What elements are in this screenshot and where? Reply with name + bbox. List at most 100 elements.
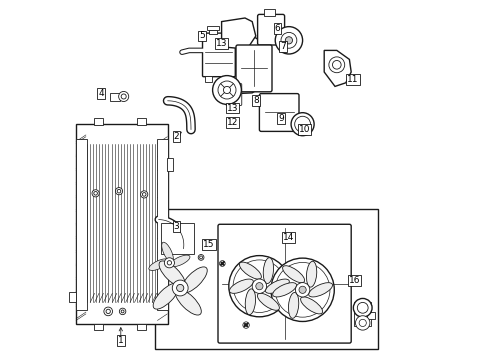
Circle shape — [252, 279, 267, 293]
Bar — [368, 312, 374, 319]
Bar — [354, 302, 371, 326]
Polygon shape — [324, 50, 351, 86]
FancyBboxPatch shape — [226, 84, 242, 105]
Bar — [167, 158, 173, 171]
FancyBboxPatch shape — [258, 14, 285, 45]
Circle shape — [299, 286, 306, 293]
Circle shape — [329, 57, 345, 73]
Text: 4: 4 — [98, 89, 104, 98]
Bar — [264, 9, 274, 16]
Circle shape — [167, 261, 171, 265]
Ellipse shape — [166, 264, 177, 283]
Ellipse shape — [149, 259, 169, 270]
Text: 2: 2 — [174, 132, 179, 141]
Circle shape — [116, 188, 122, 195]
Bar — [94, 324, 103, 330]
Ellipse shape — [263, 258, 273, 284]
Polygon shape — [237, 38, 269, 94]
FancyBboxPatch shape — [202, 33, 235, 77]
Circle shape — [121, 94, 126, 99]
Circle shape — [119, 91, 129, 102]
Circle shape — [357, 302, 368, 313]
Text: 12: 12 — [227, 118, 238, 127]
Circle shape — [172, 280, 188, 296]
Bar — [162, 223, 194, 254]
Text: 3: 3 — [174, 222, 179, 231]
Circle shape — [92, 190, 99, 197]
Circle shape — [356, 316, 370, 330]
Circle shape — [106, 309, 110, 314]
Ellipse shape — [272, 283, 296, 297]
Text: 16: 16 — [349, 276, 361, 285]
Circle shape — [143, 193, 146, 196]
Ellipse shape — [309, 283, 333, 297]
Circle shape — [218, 81, 236, 99]
Text: 11: 11 — [347, 75, 359, 84]
Text: 13: 13 — [216, 39, 227, 48]
Ellipse shape — [306, 261, 317, 287]
Polygon shape — [221, 18, 256, 49]
Circle shape — [256, 283, 263, 290]
Bar — [110, 93, 120, 101]
Circle shape — [117, 189, 121, 193]
Text: 7: 7 — [280, 42, 286, 51]
Ellipse shape — [289, 292, 299, 318]
Bar — [69, 292, 76, 302]
Text: 8: 8 — [253, 96, 259, 105]
Text: 10: 10 — [298, 125, 310, 134]
Circle shape — [120, 308, 126, 315]
Circle shape — [285, 37, 293, 44]
Circle shape — [281, 32, 297, 48]
Ellipse shape — [229, 279, 253, 293]
Ellipse shape — [257, 293, 279, 310]
Circle shape — [121, 310, 124, 313]
Bar — [157, 139, 168, 310]
Bar — [76, 139, 87, 310]
Bar — [94, 118, 103, 125]
Circle shape — [104, 307, 113, 316]
Circle shape — [275, 27, 303, 54]
Circle shape — [333, 60, 341, 69]
Ellipse shape — [245, 289, 256, 315]
Circle shape — [164, 258, 174, 268]
Circle shape — [353, 298, 372, 317]
Ellipse shape — [175, 289, 201, 315]
FancyBboxPatch shape — [259, 94, 299, 131]
Text: 5: 5 — [199, 31, 205, 40]
Bar — [207, 26, 219, 30]
Circle shape — [198, 255, 204, 260]
Text: 14: 14 — [283, 233, 294, 242]
Text: 9: 9 — [278, 114, 284, 123]
Ellipse shape — [300, 297, 322, 314]
Circle shape — [275, 262, 330, 317]
Circle shape — [243, 322, 249, 328]
Text: 13: 13 — [227, 104, 238, 112]
Circle shape — [141, 191, 148, 198]
Text: 6: 6 — [274, 24, 280, 33]
Circle shape — [359, 319, 367, 327]
Bar — [76, 124, 168, 324]
Circle shape — [294, 116, 311, 132]
Circle shape — [233, 260, 286, 312]
Text: 15: 15 — [203, 240, 215, 249]
Ellipse shape — [162, 242, 173, 262]
Text: 1: 1 — [118, 336, 123, 345]
Circle shape — [291, 113, 314, 136]
Ellipse shape — [266, 279, 289, 293]
Bar — [137, 324, 146, 330]
Circle shape — [220, 261, 225, 266]
Circle shape — [295, 283, 310, 297]
FancyBboxPatch shape — [236, 45, 272, 92]
Bar — [209, 30, 217, 34]
Ellipse shape — [170, 255, 190, 267]
Ellipse shape — [153, 283, 179, 309]
Ellipse shape — [283, 266, 305, 283]
Circle shape — [271, 258, 334, 321]
Circle shape — [199, 256, 202, 259]
Ellipse shape — [181, 267, 207, 293]
Circle shape — [213, 76, 242, 104]
Circle shape — [229, 256, 290, 317]
Bar — [205, 76, 212, 82]
Circle shape — [94, 192, 98, 195]
Ellipse shape — [159, 261, 185, 287]
